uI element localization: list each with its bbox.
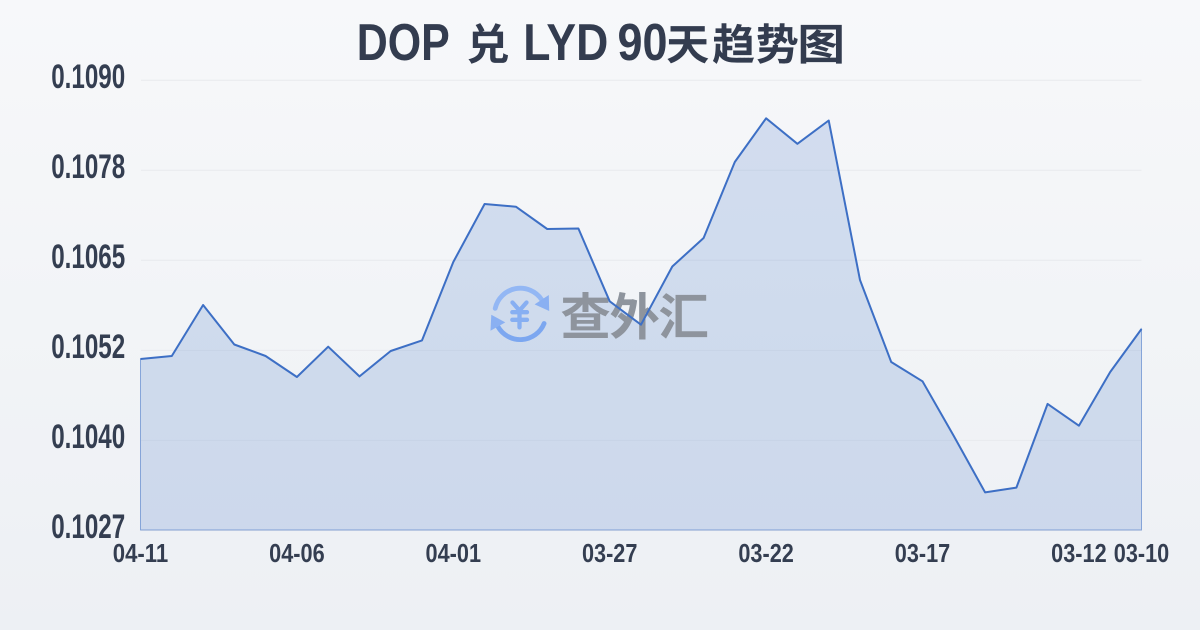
svg-text:04-06: 04-06 <box>269 540 325 568</box>
svg-text:90: 90 <box>618 13 668 71</box>
svg-text:03-10: 03-10 <box>1114 540 1170 568</box>
svg-text:03-27: 03-27 <box>582 540 638 568</box>
svg-text:03-17: 03-17 <box>895 540 951 568</box>
svg-text:03-22: 03-22 <box>738 540 794 568</box>
svg-text:0.1065: 0.1065 <box>51 238 125 276</box>
svg-text:DOP: DOP <box>357 13 450 71</box>
svg-text:0.1040: 0.1040 <box>51 418 125 456</box>
svg-text:0.1078: 0.1078 <box>51 148 125 186</box>
svg-text:03-12: 03-12 <box>1051 540 1107 568</box>
svg-text:0.1027: 0.1027 <box>51 508 125 546</box>
svg-text:04-01: 04-01 <box>426 540 482 568</box>
svg-text:04-11: 04-11 <box>113 540 169 568</box>
svg-text:LYD: LYD <box>523 13 608 71</box>
svg-text:0.1090: 0.1090 <box>51 58 125 96</box>
svg-text:0.1052: 0.1052 <box>51 328 125 366</box>
